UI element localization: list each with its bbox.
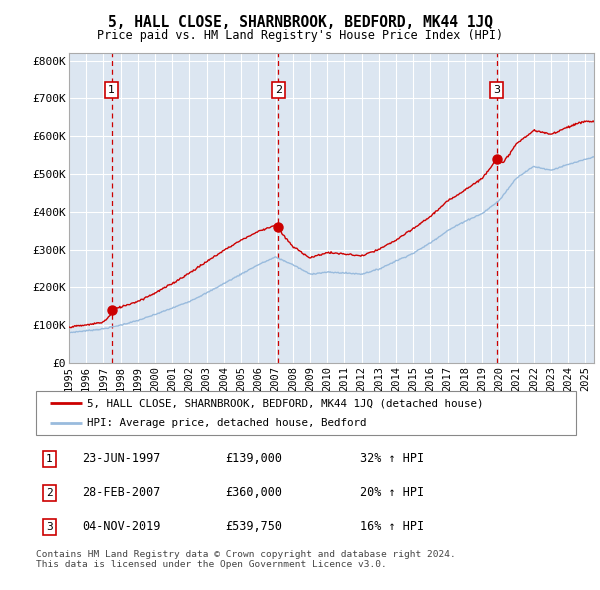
- Text: £139,000: £139,000: [225, 452, 282, 465]
- Text: HPI: Average price, detached house, Bedford: HPI: Average price, detached house, Bedf…: [88, 418, 367, 428]
- Text: Price paid vs. HM Land Registry's House Price Index (HPI): Price paid vs. HM Land Registry's House …: [97, 30, 503, 42]
- Text: 16% ↑ HPI: 16% ↑ HPI: [360, 520, 424, 533]
- Text: 3: 3: [493, 86, 500, 95]
- Text: 2: 2: [46, 488, 53, 497]
- Text: £360,000: £360,000: [225, 486, 282, 499]
- Text: 32% ↑ HPI: 32% ↑ HPI: [360, 452, 424, 465]
- Text: 5, HALL CLOSE, SHARNBROOK, BEDFORD, MK44 1JQ: 5, HALL CLOSE, SHARNBROOK, BEDFORD, MK44…: [107, 15, 493, 30]
- Text: £539,750: £539,750: [225, 520, 282, 533]
- Text: 04-NOV-2019: 04-NOV-2019: [82, 520, 160, 533]
- Text: 28-FEB-2007: 28-FEB-2007: [82, 486, 160, 499]
- Text: 1: 1: [108, 86, 115, 95]
- Text: Contains HM Land Registry data © Crown copyright and database right 2024.
This d: Contains HM Land Registry data © Crown c…: [36, 550, 456, 569]
- Text: 3: 3: [46, 522, 53, 532]
- Text: 5, HALL CLOSE, SHARNBROOK, BEDFORD, MK44 1JQ (detached house): 5, HALL CLOSE, SHARNBROOK, BEDFORD, MK44…: [88, 398, 484, 408]
- Text: 1: 1: [46, 454, 53, 464]
- Text: 2: 2: [275, 86, 282, 95]
- Text: 20% ↑ HPI: 20% ↑ HPI: [360, 486, 424, 499]
- Text: 23-JUN-1997: 23-JUN-1997: [82, 452, 160, 465]
